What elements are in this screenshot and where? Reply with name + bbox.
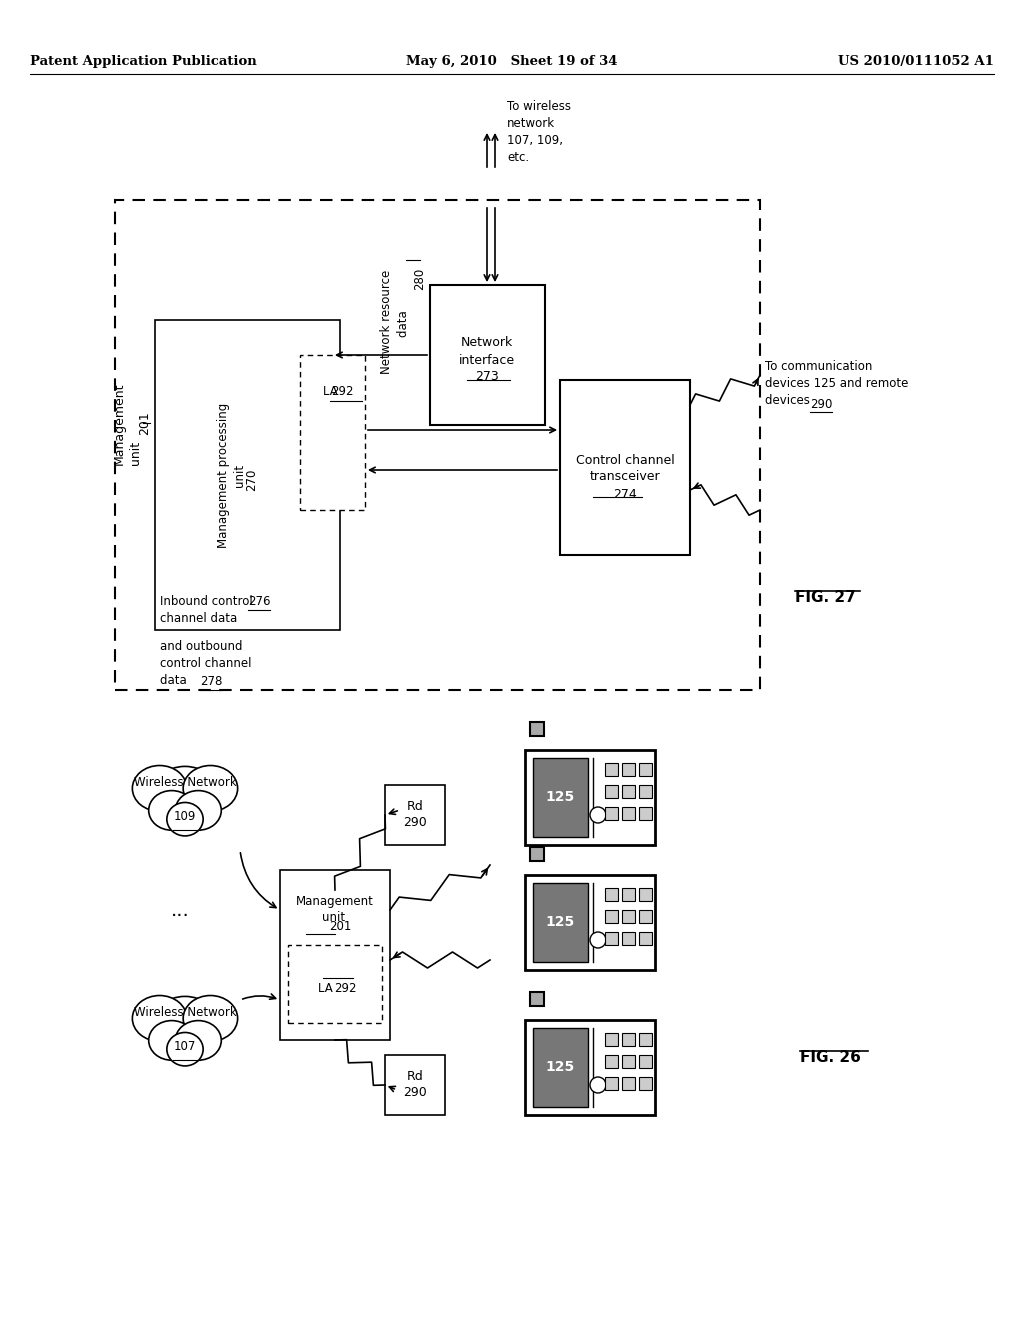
FancyBboxPatch shape xyxy=(605,888,618,902)
FancyBboxPatch shape xyxy=(639,785,652,799)
Ellipse shape xyxy=(132,766,186,812)
FancyBboxPatch shape xyxy=(605,763,618,776)
FancyBboxPatch shape xyxy=(525,1020,655,1115)
FancyBboxPatch shape xyxy=(605,1055,618,1068)
Text: 280: 280 xyxy=(413,268,426,290)
Text: Inbound control
channel data: Inbound control channel data xyxy=(160,595,253,624)
Text: LA: LA xyxy=(323,385,341,399)
Text: LA: LA xyxy=(317,982,336,995)
FancyBboxPatch shape xyxy=(622,932,635,945)
Text: Management
unit: Management unit xyxy=(296,895,374,924)
Circle shape xyxy=(590,932,606,948)
FancyBboxPatch shape xyxy=(622,763,635,776)
Text: 201: 201 xyxy=(329,920,351,933)
Text: and outbound
control channel
data: and outbound control channel data xyxy=(160,640,252,686)
Text: Patent Application Publication: Patent Application Publication xyxy=(30,55,257,69)
FancyBboxPatch shape xyxy=(622,785,635,799)
Text: 107: 107 xyxy=(174,1040,197,1053)
Ellipse shape xyxy=(183,995,238,1041)
FancyBboxPatch shape xyxy=(622,807,635,820)
FancyBboxPatch shape xyxy=(560,380,690,554)
FancyBboxPatch shape xyxy=(534,758,588,837)
Text: Management
unit: Management unit xyxy=(113,383,141,465)
FancyBboxPatch shape xyxy=(534,1028,588,1107)
Text: 109: 109 xyxy=(174,810,197,824)
Text: 276: 276 xyxy=(248,595,270,609)
Ellipse shape xyxy=(152,767,218,824)
Text: Control channel
transceiver
274: Control channel transceiver 274 xyxy=(575,454,675,500)
Text: 290: 290 xyxy=(810,399,833,411)
FancyBboxPatch shape xyxy=(639,763,652,776)
Circle shape xyxy=(590,807,606,822)
Text: Management processing
unit: Management processing unit xyxy=(217,403,247,548)
Ellipse shape xyxy=(167,803,203,836)
FancyBboxPatch shape xyxy=(622,909,635,923)
FancyBboxPatch shape xyxy=(525,750,655,845)
FancyBboxPatch shape xyxy=(605,1034,618,1045)
FancyBboxPatch shape xyxy=(639,1055,652,1068)
Ellipse shape xyxy=(132,995,186,1041)
FancyBboxPatch shape xyxy=(534,883,588,962)
FancyBboxPatch shape xyxy=(385,1055,445,1115)
Text: 292: 292 xyxy=(331,385,353,399)
Text: FIG. 27: FIG. 27 xyxy=(795,590,856,605)
Ellipse shape xyxy=(167,1032,203,1067)
Ellipse shape xyxy=(148,791,195,830)
Text: Rd
290: Rd 290 xyxy=(403,800,427,829)
Text: To communication
devices 125 and remote
devices: To communication devices 125 and remote … xyxy=(765,360,908,407)
Text: Network
interface
273: Network interface 273 xyxy=(459,337,515,384)
FancyBboxPatch shape xyxy=(622,1055,635,1068)
Text: 292: 292 xyxy=(334,982,356,995)
Circle shape xyxy=(590,1077,606,1093)
Text: 125: 125 xyxy=(546,789,574,804)
FancyBboxPatch shape xyxy=(639,909,652,923)
FancyBboxPatch shape xyxy=(530,722,544,737)
FancyBboxPatch shape xyxy=(530,847,544,861)
FancyBboxPatch shape xyxy=(605,807,618,820)
FancyBboxPatch shape xyxy=(530,993,544,1006)
Ellipse shape xyxy=(175,791,221,830)
Ellipse shape xyxy=(148,1020,195,1060)
Text: 270: 270 xyxy=(246,469,258,491)
Text: Wireless Network: Wireless Network xyxy=(133,776,237,804)
FancyBboxPatch shape xyxy=(639,1034,652,1045)
Text: 278: 278 xyxy=(200,675,222,688)
Text: 125: 125 xyxy=(546,1060,574,1074)
FancyBboxPatch shape xyxy=(639,888,652,902)
Text: 201: 201 xyxy=(138,412,152,436)
FancyBboxPatch shape xyxy=(525,875,655,970)
FancyBboxPatch shape xyxy=(605,1077,618,1090)
Text: Wireless Network: Wireless Network xyxy=(133,1006,237,1035)
Text: US 2010/0111052 A1: US 2010/0111052 A1 xyxy=(838,55,994,69)
FancyBboxPatch shape xyxy=(605,932,618,945)
FancyBboxPatch shape xyxy=(639,932,652,945)
Text: FIG. 26: FIG. 26 xyxy=(800,1049,861,1065)
FancyBboxPatch shape xyxy=(430,285,545,425)
Ellipse shape xyxy=(183,766,238,812)
Text: ...: ... xyxy=(171,900,189,920)
Text: Network resource
data: Network resource data xyxy=(380,271,410,375)
FancyBboxPatch shape xyxy=(622,1077,635,1090)
FancyBboxPatch shape xyxy=(622,1034,635,1045)
FancyBboxPatch shape xyxy=(605,909,618,923)
Ellipse shape xyxy=(152,997,218,1053)
FancyBboxPatch shape xyxy=(385,785,445,845)
FancyBboxPatch shape xyxy=(605,785,618,799)
FancyBboxPatch shape xyxy=(639,807,652,820)
Ellipse shape xyxy=(175,1020,221,1060)
Text: To wireless
network
107, 109,
etc.: To wireless network 107, 109, etc. xyxy=(507,100,571,164)
FancyBboxPatch shape xyxy=(622,888,635,902)
FancyBboxPatch shape xyxy=(639,1077,652,1090)
Text: May 6, 2010   Sheet 19 of 34: May 6, 2010 Sheet 19 of 34 xyxy=(407,55,617,69)
Text: Rd
290: Rd 290 xyxy=(403,1071,427,1100)
Text: 125: 125 xyxy=(546,915,574,929)
FancyBboxPatch shape xyxy=(280,870,390,1040)
FancyBboxPatch shape xyxy=(300,355,365,510)
